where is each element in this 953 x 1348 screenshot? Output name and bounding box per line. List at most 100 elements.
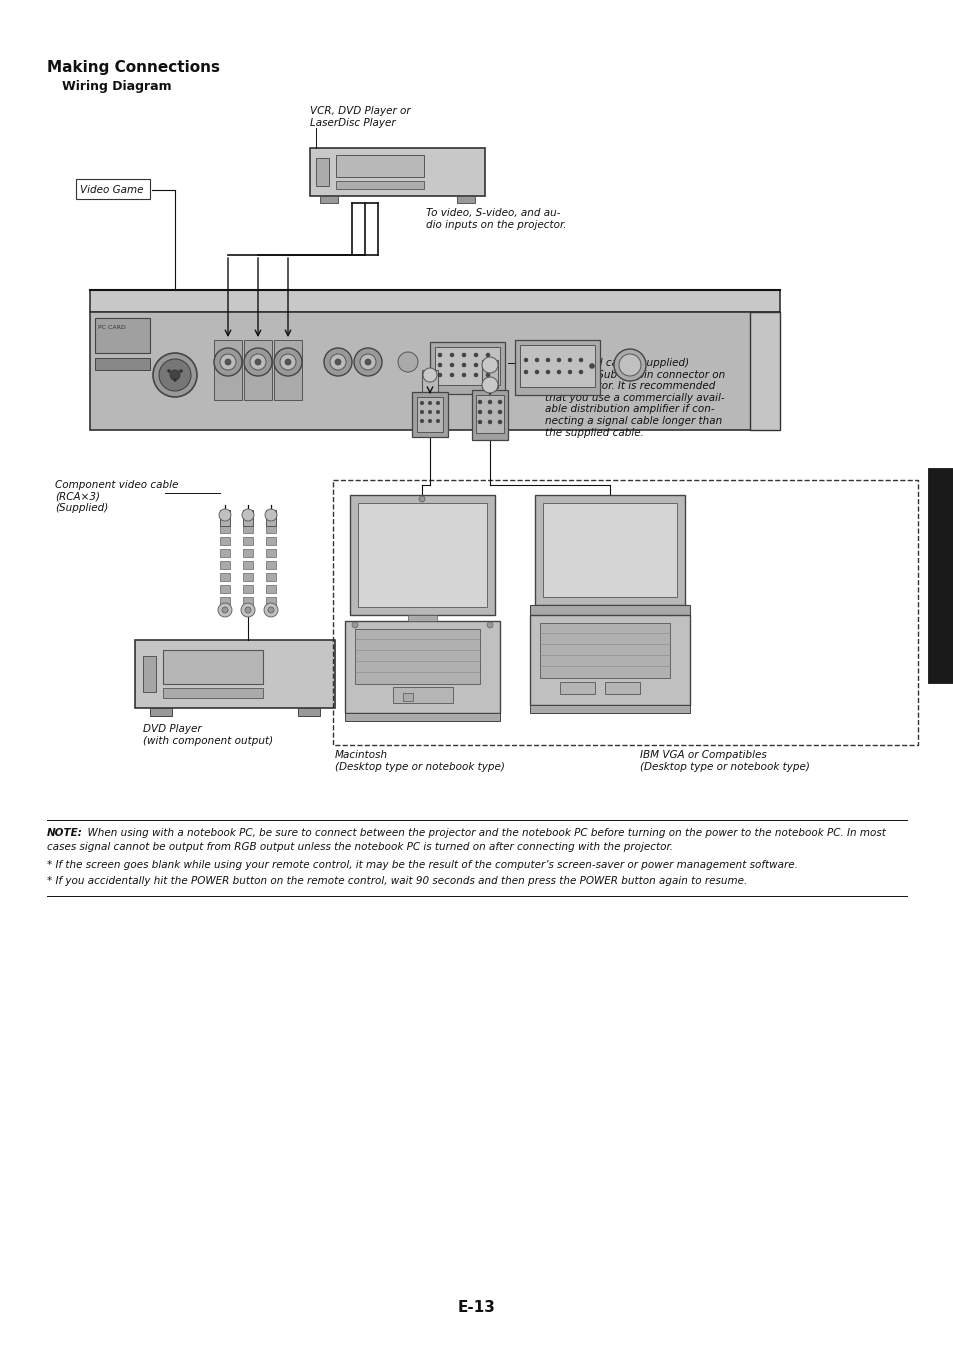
Circle shape [335,359,340,365]
Bar [335,155,423,177]
Bar [220,537,230,545]
Circle shape [618,355,640,376]
Bar [345,621,499,713]
Bar [345,713,499,721]
Bar [435,346,499,386]
Circle shape [461,363,465,367]
Circle shape [437,353,441,357]
Circle shape [419,419,423,423]
Circle shape [497,410,501,414]
Bar [266,524,275,532]
Bar [416,398,442,431]
Circle shape [485,353,490,357]
Bar [333,480,917,745]
Circle shape [179,369,182,372]
Circle shape [578,369,582,373]
Circle shape [274,348,302,376]
Circle shape [436,419,439,423]
Circle shape [218,603,232,617]
Bar [530,615,689,705]
Bar [408,615,436,621]
Circle shape [450,373,454,377]
Circle shape [461,353,465,357]
Bar [220,561,230,569]
Text: cases signal cannot be output from RGB output unless the notebook PC is turned o: cases signal cannot be output from RGB o… [47,842,672,852]
Bar [243,537,253,545]
Circle shape [545,359,550,363]
Circle shape [359,355,375,369]
Text: * If you accidentally hit the POWER button on the remote control, wait 90 second: * If you accidentally hit the POWER butt… [47,876,746,886]
Bar [476,395,503,433]
Text: E-13: E-13 [457,1299,496,1316]
Bar [472,390,507,439]
Circle shape [264,603,277,617]
Bar [163,650,263,683]
Bar [412,392,448,437]
Circle shape [450,353,454,357]
Circle shape [545,369,550,373]
Bar [95,359,150,369]
Bar [335,181,423,189]
Circle shape [354,348,381,376]
Text: Video Game: Video Game [80,185,143,195]
Bar [90,311,780,430]
Circle shape [220,355,235,369]
Circle shape [557,359,560,363]
Circle shape [285,359,291,365]
Circle shape [213,348,242,376]
Bar [220,585,230,593]
Bar [357,503,486,607]
Circle shape [250,355,266,369]
Circle shape [488,421,492,425]
Circle shape [245,607,251,613]
Bar [213,340,242,400]
Circle shape [397,352,417,372]
Bar [266,510,275,526]
Circle shape [418,496,424,501]
Circle shape [497,400,501,404]
Circle shape [225,359,231,365]
Circle shape [330,355,346,369]
Circle shape [450,363,454,367]
Bar [243,561,253,569]
Bar [266,573,275,581]
Circle shape [152,353,196,398]
Bar [421,369,437,392]
Bar [319,195,337,204]
Circle shape [474,353,477,357]
Circle shape [268,607,274,613]
Circle shape [437,373,441,377]
Bar [220,549,230,557]
Circle shape [523,369,527,373]
Circle shape [219,510,231,520]
Bar [266,585,275,593]
Circle shape [477,421,481,425]
Bar [315,158,329,186]
Circle shape [557,369,560,373]
Circle shape [241,603,254,617]
Circle shape [481,357,497,373]
Bar [456,195,475,204]
Bar [355,630,479,683]
Circle shape [486,621,493,628]
Text: When using with a notebook PC, be sure to connect between the projector and the : When using with a notebook PC, be sure t… [81,828,885,838]
Bar [243,524,253,532]
Circle shape [437,363,441,367]
Bar [266,597,275,605]
Bar [220,573,230,581]
Circle shape [428,419,432,423]
Bar [266,537,275,545]
Text: * If the screen goes blank while using your remote control, it may be the result: * If the screen goes blank while using y… [47,860,797,869]
Circle shape [477,410,481,414]
Circle shape [242,510,253,520]
Bar [535,495,684,605]
Circle shape [173,379,176,381]
Text: Making Connections: Making Connections [47,61,220,75]
Text: IBM VGA or Compatibles
(Desktop type or notebook type): IBM VGA or Compatibles (Desktop type or … [639,749,809,771]
Bar [266,561,275,569]
Circle shape [578,359,582,363]
Bar [243,510,253,526]
Circle shape [485,363,490,367]
Circle shape [244,348,272,376]
Bar [135,640,335,708]
